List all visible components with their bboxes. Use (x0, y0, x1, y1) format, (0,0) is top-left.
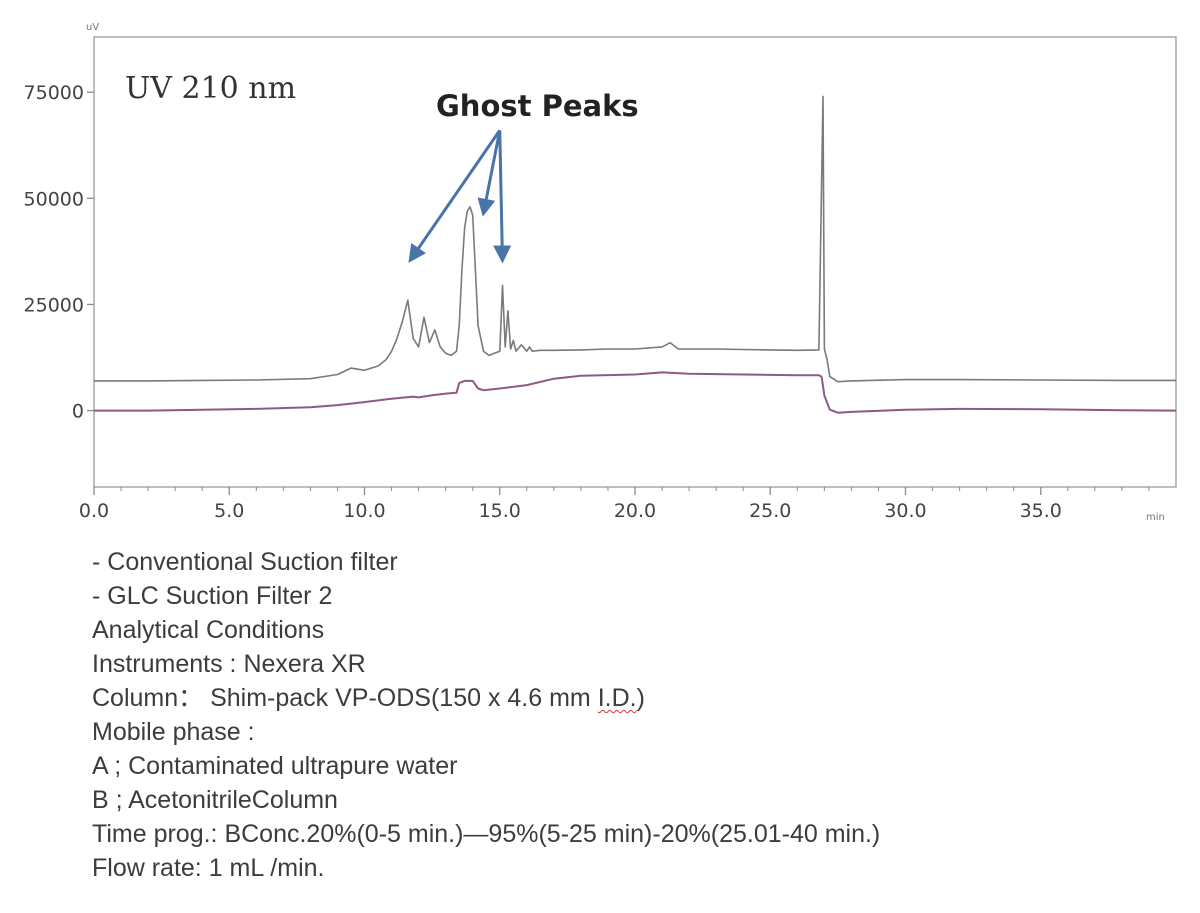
x-tick-label: 15.0 (479, 500, 521, 522)
x-tick-label: 10.0 (343, 500, 385, 522)
ghost-peak-arrow (477, 130, 502, 217)
y-tick-label: 75000 (24, 82, 84, 104)
x-unit-label: min (1146, 512, 1165, 523)
instruments-line: Instruments : Nexera XR (92, 650, 366, 678)
x-tick-label: 30.0 (884, 500, 926, 522)
legend-conventional-filter: - Conventional Suction filter (92, 548, 398, 576)
column-line: Column： Shim-pack VP-ODS(150 x 4.6 mm I.… (92, 681, 1092, 715)
ghost-peak-arrow (408, 129, 501, 263)
column-text: Column： Shim-pack VP-ODS(150 x 4.6 mm (92, 684, 598, 712)
series-line-2 (94, 371, 1177, 414)
x-tick-label: 0.0 (79, 500, 109, 522)
y-tick-label: 50000 (24, 188, 84, 210)
mobile-phase-a-line: A ; Contaminated ultrapure water (92, 752, 458, 780)
legend-glc-filter: - GLC Suction Filter 2 (92, 582, 333, 610)
ghost-peak-arrow (493, 130, 512, 264)
inset-title: UV 210 nm (125, 71, 296, 106)
x-tick-label: 20.0 (614, 500, 656, 522)
ghost-peaks-annotation: Ghost Peaks (436, 89, 639, 123)
time-program-line: Time prog.: BConc.20%(0-5 min.)—95%(5-25… (92, 820, 881, 848)
y-tick-label: 25000 (24, 294, 84, 316)
series-line-1 (94, 95, 1176, 383)
analytical-conditions: - Conventional Suction filter - GLC Suct… (92, 545, 1092, 885)
mobile-phase-line: Mobile phase : (92, 718, 255, 746)
y-tick-label: 0 (72, 401, 84, 423)
mobile-phase-b-line: B ; AcetonitrileColumn (92, 786, 338, 814)
y-unit-label: uV (86, 22, 99, 33)
column-close-text: ) (636, 684, 645, 712)
x-tick-label: 5.0 (214, 500, 244, 522)
chromatogram-chart: 0.0 5.0 10.0 15.0 20.0 25.0 30.0 35.0 75000 50000… (24, 22, 1177, 523)
x-tick-label: 35.0 (1020, 500, 1062, 522)
x-tick-label: 25.0 (749, 500, 791, 522)
flow-rate-line: Flow rate: 1 mL /min. (92, 854, 325, 882)
column-id-text: I.D. (597, 684, 637, 712)
conditions-heading: Analytical Conditions (92, 616, 325, 644)
